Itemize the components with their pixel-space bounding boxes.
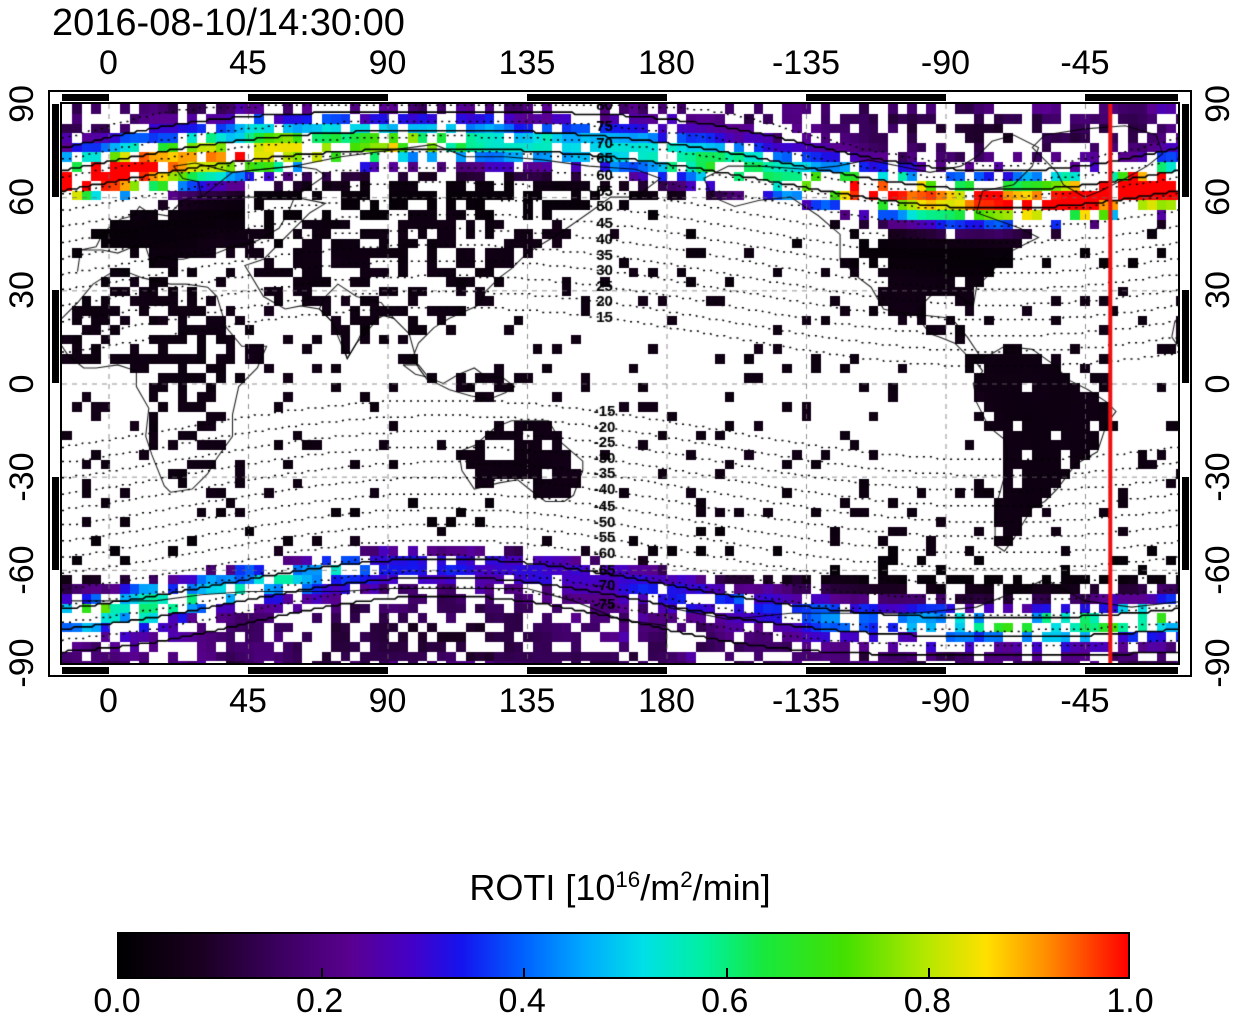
- roti-heatmap-canvas[interactable]: [62, 104, 1178, 663]
- right-lat-tick-3: 0: [1199, 374, 1237, 393]
- colorbar-tick-label-2: 0.4: [498, 982, 546, 1020]
- top-lon-tick-3: 135: [498, 44, 556, 82]
- frame-checker-bottom-0: [62, 667, 109, 674]
- frame-checker-top-0: [62, 94, 109, 101]
- plot-outline-bottom: [60, 663, 1180, 665]
- bottom-lon-tick-6: -90: [920, 682, 971, 720]
- left-lat-tick-1: 60: [3, 178, 41, 217]
- colorbar-tick-label-0: 0.0: [93, 982, 141, 1020]
- colorbar-tick-label-1: 0.2: [295, 982, 344, 1020]
- bottom-lon-tick-0: 0: [99, 682, 118, 720]
- colorbar-quantity: ROTI [10: [469, 867, 616, 908]
- left-lat-tick-0: 90: [3, 85, 41, 123]
- top-lon-tick-7: -45: [1060, 44, 1110, 82]
- bottom-lon-tick-1: 45: [229, 682, 267, 720]
- top-lon-tick-5: -135: [771, 44, 841, 82]
- frame-checker-right-4: [1182, 476, 1189, 570]
- left-lat-tick-4: -30: [3, 452, 41, 502]
- colorbar-exponent-2: 2: [680, 867, 693, 892]
- right-lat-tick-4: -30: [1199, 452, 1237, 502]
- map-plot-area[interactable]: [62, 104, 1178, 663]
- frame-outline-bottom: [48, 675, 1192, 677]
- frame-checker-right-0: [1182, 104, 1189, 198]
- colorbar-unit-tail: /min]: [692, 867, 771, 908]
- frame-checker-top-8: [1085, 94, 1178, 101]
- colorbar-gradient: [119, 934, 1128, 977]
- colorbar-tickmark-1: [320, 968, 323, 977]
- colorbar[interactable]: [117, 932, 1130, 979]
- frame-outline-top: [48, 90, 1192, 92]
- top-lon-tick-4: 180: [638, 44, 695, 82]
- bottom-lon-tick-5: -135: [771, 682, 841, 720]
- top-lon-tick-6: -90: [920, 44, 971, 82]
- bottom-lon-tick-3: 135: [498, 682, 556, 720]
- right-lat-tick-0: 90: [1199, 85, 1237, 123]
- bottom-lon-tick-7: -45: [1060, 682, 1110, 720]
- frame-checker-left-4: [52, 476, 59, 570]
- left-lat-tick-5: -60: [3, 545, 41, 595]
- right-lat-tick-2: 30: [1199, 271, 1237, 310]
- top-lon-tick-0: 0: [99, 44, 118, 82]
- left-lat-tick-6: -90: [3, 638, 41, 688]
- frame-checker-bottom-4: [527, 667, 667, 674]
- frame-checker-bottom-6: [806, 667, 946, 674]
- colorbar-tick-label-4: 0.8: [903, 982, 952, 1020]
- frame-checker-left-2: [52, 290, 59, 384]
- right-lat-tick-1: 60: [1199, 178, 1237, 217]
- colorbar-exponent: 16: [615, 867, 641, 892]
- frame-checker-right-2: [1182, 290, 1189, 384]
- frame-checker-left-0: [52, 104, 59, 198]
- frame-checker-bottom-8: [1085, 667, 1178, 674]
- colorbar-tickmark-4: [928, 968, 931, 977]
- frame-outline-left: [48, 90, 50, 677]
- bottom-lon-tick-2: 90: [368, 682, 407, 720]
- colorbar-tickmark-2: [523, 968, 526, 977]
- left-lat-tick-3: 0: [3, 374, 41, 393]
- colorbar-unit-mid: /m: [640, 867, 681, 908]
- left-lat-tick-2: 30: [3, 271, 41, 310]
- frame-checker-bottom-2: [248, 667, 388, 674]
- right-lat-tick-5: -60: [1199, 545, 1237, 595]
- top-lon-tick-2: 90: [368, 44, 407, 82]
- frame-checker-top-6: [806, 94, 946, 101]
- top-lon-tick-1: 45: [229, 44, 267, 82]
- frame-checker-top-2: [248, 94, 388, 101]
- colorbar-tick-label-5: 1.0: [1106, 982, 1154, 1020]
- colorbar-title: ROTI [1016/m2/min]: [469, 868, 770, 908]
- frame-outline-right: [1190, 90, 1192, 677]
- colorbar-tick-label-3: 0.6: [701, 982, 749, 1020]
- plot-outline-top: [60, 102, 1180, 104]
- plot-outline-right: [1178, 102, 1180, 665]
- page-title: 2016-08-10/14:30:00: [52, 2, 405, 44]
- colorbar-tickmark-3: [725, 968, 728, 977]
- right-lat-tick-6: -90: [1199, 638, 1237, 688]
- frame-checker-top-4: [527, 94, 667, 101]
- bottom-lon-tick-4: 180: [638, 682, 695, 720]
- plot-outline-left: [60, 102, 62, 665]
